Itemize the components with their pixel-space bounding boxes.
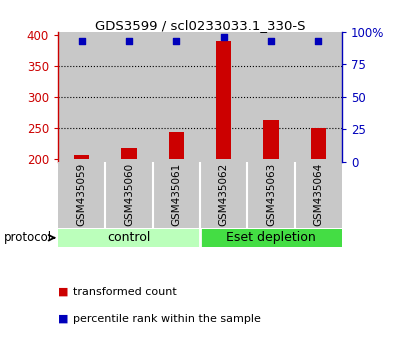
Point (126, 38, 132, 44)
Bar (122, 148, 136, 159)
Bar (295, 32, 342, 162)
Bar (216, 41, 231, 159)
Text: GSM435060: GSM435060 (124, 163, 134, 226)
Bar (200, 162, 247, 228)
Text: GSM435064: GSM435064 (313, 163, 323, 226)
Text: GSM435059: GSM435059 (77, 163, 87, 226)
Bar (74, 155, 89, 159)
Bar (200, 229, 342, 247)
Bar (105, 162, 153, 228)
Bar (295, 162, 342, 228)
Point (173, 38, 180, 44)
Text: ■: ■ (58, 287, 68, 297)
Text: transformed count: transformed count (73, 287, 177, 297)
Bar (200, 32, 247, 162)
Text: GDS3599 / scl0233033.1_330-S: GDS3599 / scl0233033.1_330-S (95, 19, 305, 33)
Text: GSM435063: GSM435063 (266, 163, 276, 226)
Bar (247, 162, 295, 228)
Point (78, 38, 85, 44)
Bar (58, 229, 200, 247)
Bar (264, 120, 278, 159)
Text: GSM435062: GSM435062 (219, 163, 229, 226)
Text: control: control (107, 231, 151, 244)
Text: Eset depletion: Eset depletion (226, 231, 316, 244)
Text: ■: ■ (58, 314, 68, 324)
Bar (169, 132, 184, 159)
Text: percentile rank within the sample: percentile rank within the sample (73, 314, 261, 324)
Bar (153, 32, 200, 162)
Bar (58, 162, 105, 228)
Bar (58, 32, 105, 162)
Bar (311, 128, 326, 159)
Point (220, 34, 227, 40)
Text: GSM435061: GSM435061 (171, 163, 181, 226)
Bar (153, 162, 200, 228)
Text: protocol: protocol (4, 231, 52, 244)
Point (268, 38, 274, 44)
Bar (247, 32, 295, 162)
Point (315, 38, 322, 44)
Bar (105, 32, 153, 162)
